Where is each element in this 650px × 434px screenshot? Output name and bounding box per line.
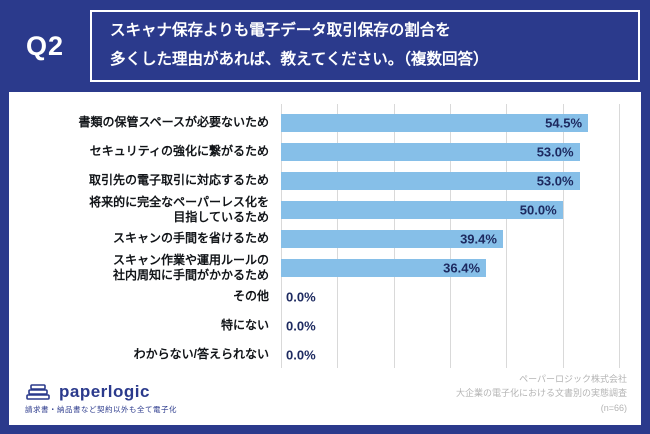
card-footer: paperlogic 請求書・納品書など契約以外も全て電子化 ペーパーロジック株… (9, 370, 641, 425)
credit-line-n: (n=66) (600, 402, 627, 413)
bar-track: 53.0% (281, 171, 619, 190)
bar-track: 0.0% (281, 317, 619, 335)
bar: 36.4% (281, 258, 487, 277)
bar: 50.0% (281, 200, 563, 219)
category-label: セキュリティの強化に繋がるため (89, 144, 269, 158)
bar-track: 53.0% (281, 142, 619, 161)
chart-row: 将来的に完全なペーパーレス化を 目指しているため 50.0% (9, 195, 641, 224)
chart-rows: 書類の保管スペースが必要ないため 54.5% セキュリティの強化に繋がるため 53.0… (9, 108, 641, 369)
bar: 54.5% (281, 113, 589, 132)
chart-row: 書類の保管スペースが必要ないため 54.5% (9, 108, 641, 137)
question-title-line1: スキャナ保存よりも電子データ取引保存の割合を (110, 22, 451, 40)
question-title-line2: 多くした理由があれば、教えてください。（複数回答） (110, 51, 489, 68)
category-label: 特にない (220, 318, 269, 332)
category-label: その他 (232, 289, 269, 303)
category-label: 取引先の電子取引に対応するため (88, 173, 269, 187)
gridline (506, 104, 508, 368)
paperlogic-logo-icon (26, 384, 50, 400)
chart-row: わからない/答えられない 0.0% (9, 340, 641, 369)
bar-track: 39.4% (281, 229, 619, 248)
bar-track: 0.0% (281, 288, 619, 306)
credit-line-survey: 大企業の電子化における文書別の実態調査 (455, 388, 627, 399)
survey-credit: ペーパーロジック株式会社 大企業の電子化における文書別の実態調査 (n=66) (456, 372, 627, 415)
value-label: 53.0% (536, 173, 574, 188)
chart-row: その他 0.0% (9, 282, 641, 311)
logo-text: paperlogic (59, 382, 150, 401)
chart-row: 取引先の電子取引に対応するため 53.0% (9, 166, 641, 195)
value-label: 39.4% (460, 231, 497, 246)
category-label: スキャンの手間を省けるため (112, 231, 269, 245)
logo-row: paperlogic (25, 382, 177, 402)
category-label: 書類の保管スペースが必要ないため (78, 115, 269, 129)
paperlogic-logo: paperlogic 請求書・納品書など契約以外も全て電子化 (25, 382, 177, 415)
value-label: 54.5% (545, 115, 583, 130)
value-label: 53.0% (536, 144, 574, 159)
chart-row: スキャン作業や運用ルールの 社内周知に手間がかかるため 36.4% (9, 253, 641, 282)
chart-row: セキュリティの強化に繋がるため 53.0% (9, 137, 641, 166)
credit-line-company: ペーパーロジック株式会社 (519, 373, 627, 384)
question-title: スキャナ保存よりも電子データ取引保存の割合を 多くした理由があれば、教えてくださ… (90, 10, 640, 82)
chart-card: 書類の保管スペースが必要ないため 54.5% セキュリティの強化に繋がるため 53.0… (9, 92, 641, 425)
value-label: 0.0% (286, 318, 316, 333)
gridline (562, 104, 564, 368)
category-label: わからない/答えられない (133, 347, 269, 361)
value-label: 0.0% (286, 347, 316, 362)
bar-track: 50.0% (281, 200, 619, 219)
chart-row: スキャンの手間を省けるため 39.4% (9, 224, 641, 253)
value-label: 50.0% (519, 202, 557, 217)
bar-track: 36.4% (281, 258, 619, 277)
value-label: 0.0% (286, 289, 316, 304)
bar-chart: 書類の保管スペースが必要ないため 54.5% セキュリティの強化に繋がるため 53.0… (9, 92, 641, 370)
logo-tagline: 請求書・納品書など契約以外も全て電子化 (25, 405, 177, 414)
question-number: Q2 (25, 30, 65, 61)
bar: 53.0% (281, 142, 580, 161)
bar-track: 0.0% (281, 346, 619, 364)
bar: 53.0% (281, 171, 580, 190)
gridline (619, 104, 620, 368)
question-header: Q2 スキャナ保存よりも電子データ取引保存の割合を 多くした理由があれば、教えて… (0, 0, 650, 92)
bar-track: 54.5% (281, 113, 619, 132)
bar: 39.4% (281, 229, 503, 248)
category-label: 将来的に完全なペーパーレス化を 目指しているため (89, 194, 269, 224)
category-label: スキャン作業や運用ルールの 社内周知に手間がかかるため (112, 252, 269, 282)
chart-row: 特にない 0.0% (9, 311, 641, 340)
value-label: 36.4% (443, 260, 481, 275)
